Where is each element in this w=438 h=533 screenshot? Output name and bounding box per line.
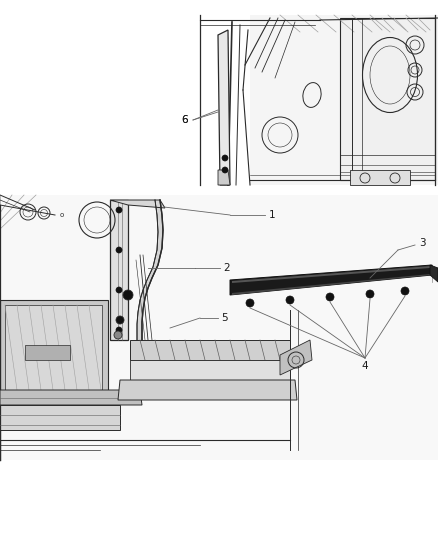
Polygon shape (218, 30, 230, 185)
Polygon shape (230, 265, 432, 295)
Polygon shape (340, 18, 435, 180)
Circle shape (286, 296, 294, 304)
Text: 1: 1 (268, 210, 276, 220)
Polygon shape (130, 360, 290, 380)
Circle shape (116, 287, 122, 293)
Text: 6: 6 (182, 115, 188, 125)
Circle shape (246, 299, 254, 307)
Polygon shape (118, 380, 297, 400)
Circle shape (116, 316, 124, 324)
Polygon shape (0, 390, 142, 405)
Circle shape (114, 331, 122, 339)
Circle shape (366, 290, 374, 298)
Circle shape (326, 293, 334, 301)
Circle shape (116, 207, 122, 213)
Polygon shape (137, 200, 163, 340)
Polygon shape (0, 405, 120, 430)
Circle shape (116, 247, 122, 253)
Polygon shape (232, 274, 432, 295)
Polygon shape (0, 300, 108, 395)
Polygon shape (0, 195, 438, 460)
Polygon shape (110, 200, 165, 208)
Text: 6: 6 (182, 115, 188, 125)
Polygon shape (250, 15, 438, 185)
Polygon shape (110, 200, 128, 340)
Polygon shape (430, 265, 438, 282)
Polygon shape (218, 170, 230, 185)
Polygon shape (350, 170, 410, 185)
Text: 4: 4 (362, 361, 368, 371)
Text: 3: 3 (419, 238, 425, 248)
Text: 2: 2 (224, 263, 230, 273)
Polygon shape (130, 340, 290, 360)
Circle shape (116, 327, 122, 333)
Polygon shape (280, 340, 312, 375)
Polygon shape (5, 305, 102, 390)
Text: o: o (60, 212, 64, 218)
Circle shape (401, 287, 409, 295)
Circle shape (222, 167, 228, 173)
Polygon shape (25, 345, 70, 360)
Circle shape (222, 155, 228, 161)
Text: 5: 5 (222, 313, 228, 323)
Circle shape (123, 290, 133, 300)
Polygon shape (232, 266, 430, 283)
